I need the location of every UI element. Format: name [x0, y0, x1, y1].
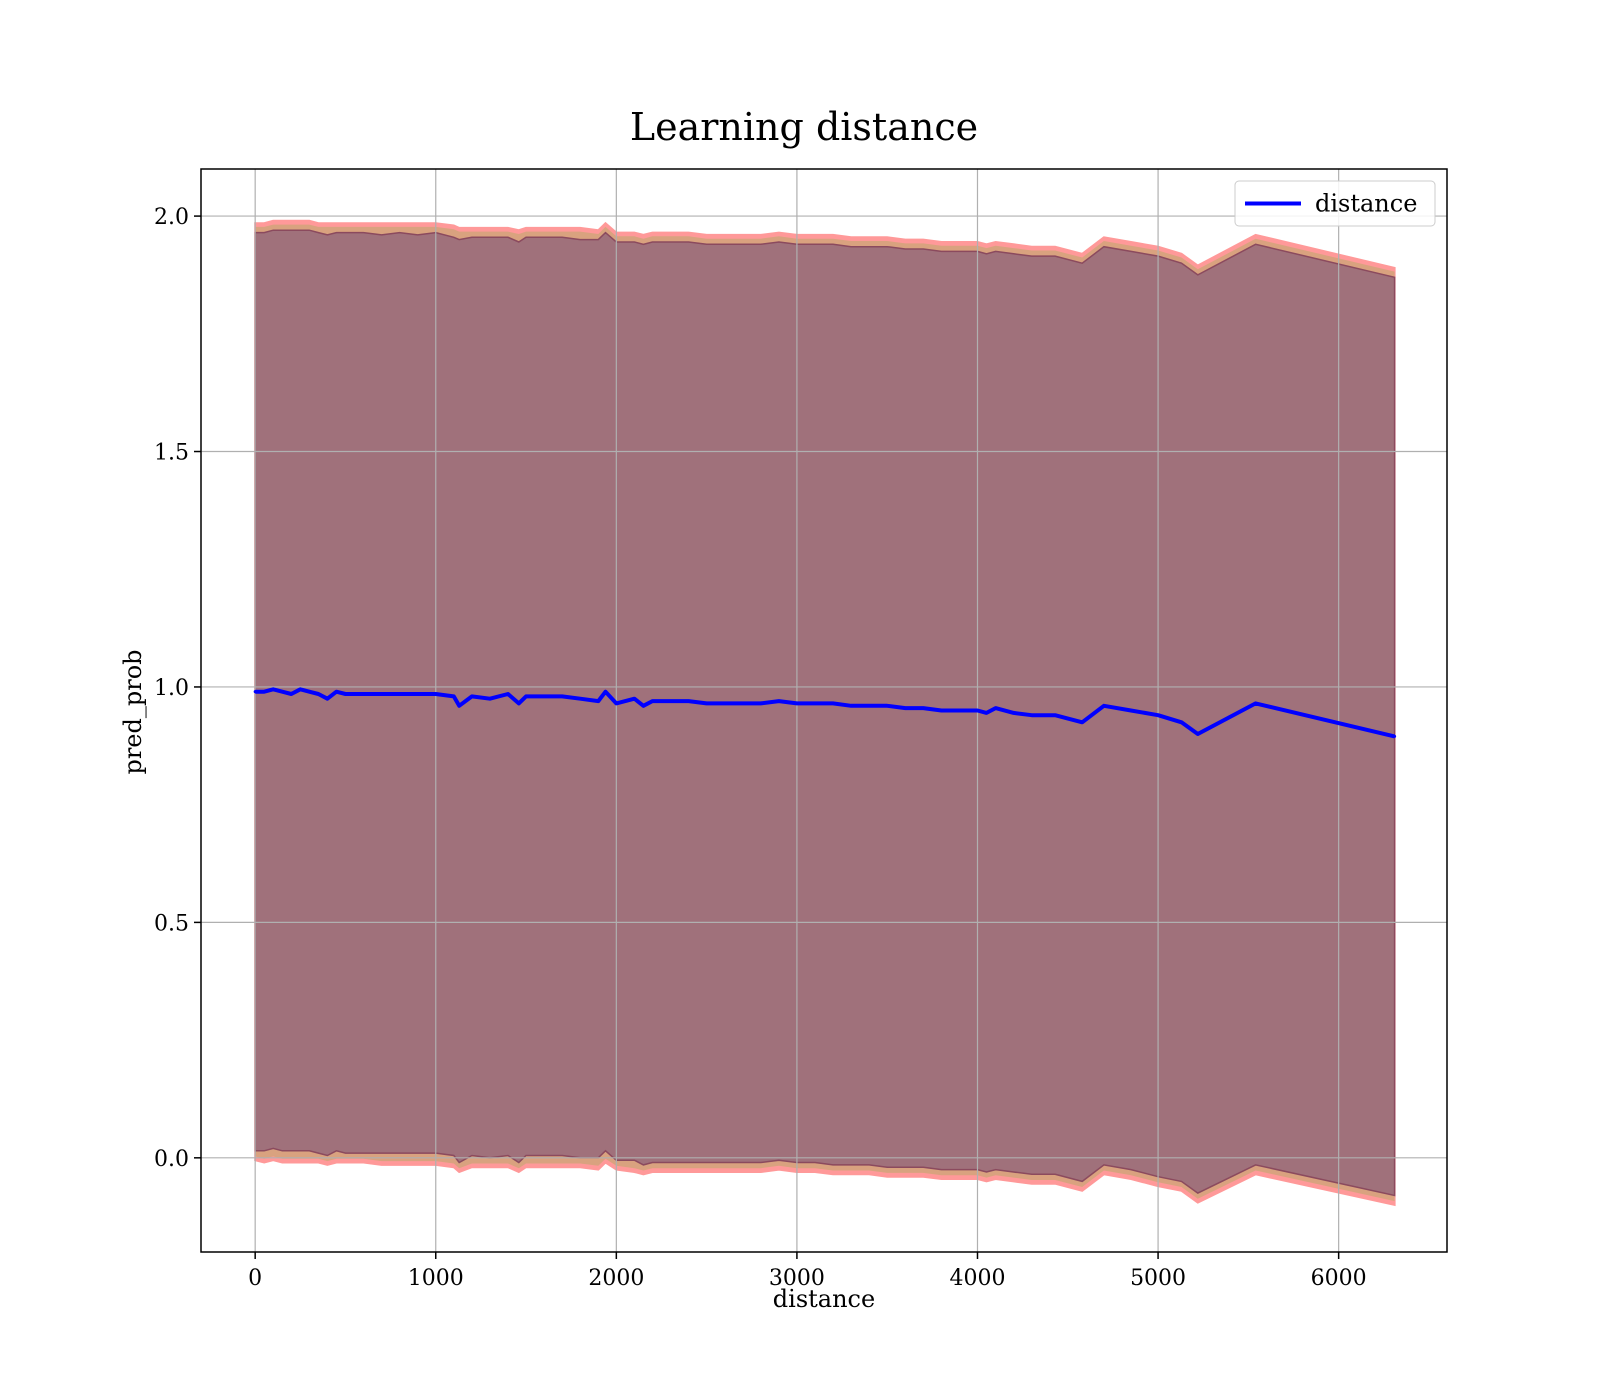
data-point: [488, 697, 492, 701]
x-tick-label: 0: [248, 1266, 262, 1291]
data-point: [470, 694, 474, 698]
y-tick-label: 2.0: [154, 205, 189, 230]
data-point: [1254, 701, 1258, 705]
data-point: [741, 701, 745, 705]
data-point: [813, 701, 817, 705]
data-point: [334, 690, 338, 694]
data-point: [687, 699, 691, 703]
x-tick-label: 5000: [1130, 1266, 1186, 1291]
chart-title: Learning distance: [630, 105, 978, 149]
data-point: [1129, 709, 1133, 712]
data-point: [994, 706, 998, 710]
legend-label-distance: distance: [1315, 190, 1417, 218]
data-point: [398, 692, 402, 696]
x-tick-label: 6000: [1311, 1266, 1367, 1291]
data-point: [253, 690, 257, 694]
data-point: [416, 692, 420, 696]
data-point: [380, 692, 384, 696]
data-point: [669, 699, 673, 703]
legend: distance: [1234, 180, 1436, 227]
data-point: [578, 697, 582, 701]
x-tick-label: 4000: [949, 1266, 1005, 1291]
data-point: [1196, 732, 1200, 736]
data-point: [325, 697, 329, 701]
y-tick-label: 1.0: [154, 676, 189, 701]
data-point: [280, 690, 284, 694]
legend-box: [1234, 180, 1436, 227]
data-point: [457, 704, 461, 708]
data-point: [939, 709, 943, 712]
data-point: [723, 701, 727, 705]
data-point: [517, 701, 521, 705]
data-point: [289, 692, 293, 696]
data-point: [985, 711, 989, 715]
data-point: [343, 692, 347, 696]
data-point: [434, 692, 438, 696]
plot-area: 0 1000 2000 3000 4000 5000 6000 0.0 0.5 1.0 1.5 2.0…: [154, 168, 1448, 1291]
data-point: [542, 694, 546, 698]
x-tick-label: 2000: [588, 1266, 644, 1291]
data-point: [975, 709, 979, 712]
x-tick-label: 3000: [769, 1266, 825, 1291]
x-tick-label: 1000: [408, 1266, 464, 1291]
y-tick-label: 0.0: [154, 1147, 189, 1172]
data-point: [885, 704, 889, 708]
confidence-band-inner: [254, 229, 1396, 1197]
data-point: [298, 687, 302, 691]
data-point: [1393, 734, 1397, 738]
y-axis-label: pred_prob: [119, 649, 147, 774]
data-point: [1180, 720, 1184, 724]
data-point: [596, 699, 600, 703]
data-point: [1012, 711, 1016, 715]
y-tick-label: 0.5: [154, 911, 189, 936]
data-point: [849, 704, 853, 708]
data-point: [867, 704, 871, 708]
y-tick-label: 1.5: [154, 441, 189, 466]
data-point: [903, 706, 907, 710]
data-point: [524, 694, 528, 698]
data-point: [705, 701, 709, 705]
data-point: [262, 690, 266, 694]
data-point: [307, 690, 311, 694]
data-point: [1080, 720, 1084, 724]
data-point: [1102, 704, 1106, 708]
data-point: [1156, 713, 1160, 717]
data-point: [506, 692, 510, 696]
x-axis-label: distance: [773, 1285, 875, 1313]
data-point: [641, 704, 645, 708]
data-point: [560, 694, 564, 698]
data-point: [362, 692, 366, 696]
axes-frame: [200, 168, 1448, 1253]
data-point: [831, 701, 835, 705]
data-point: [316, 692, 320, 696]
data-point: [1053, 713, 1057, 717]
data-point: [632, 697, 636, 701]
data-point: [957, 709, 961, 712]
data-point: [759, 701, 763, 705]
data-point: [452, 694, 456, 698]
data-point: [614, 701, 618, 705]
data-point: [271, 687, 275, 691]
data-point: [650, 699, 654, 703]
data-point: [795, 701, 799, 705]
data-point: [1030, 713, 1034, 717]
data-point: [777, 699, 781, 703]
data-point: [921, 706, 925, 710]
data-point: [603, 690, 607, 694]
